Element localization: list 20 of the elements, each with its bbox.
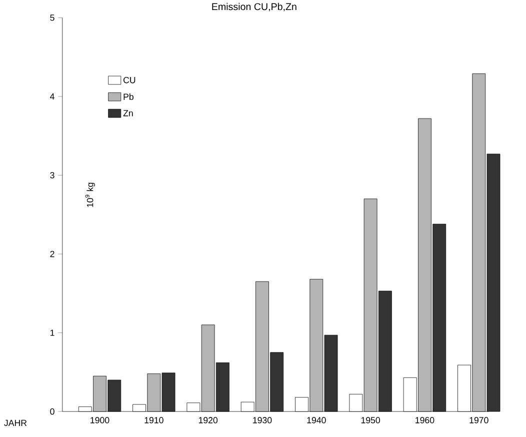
x-axis-title: JAHR [4,420,27,426]
x-tick-label: 1930 [253,417,272,424]
legend-label: CU [123,76,136,84]
chart-title: Emission CU,Pb,Zn [212,2,296,12]
y-tick-label: 1 [50,330,54,336]
x-tick-label: 1910 [144,417,164,424]
y-tick-label: 0 [50,408,54,415]
y-tick-label: 4 [50,93,54,100]
legend-label: Zn [123,110,133,116]
y-tick-label: 2 [50,250,54,258]
x-tick-label: 1920 [198,417,218,424]
x-tick-label: 1970 [470,417,488,424]
y-tick-label: 5 [50,14,54,21]
x-tick-label: 1960 [416,417,434,424]
legend-label: Pb [124,93,134,100]
x-tick-label: 1900 [90,417,110,424]
y-tick-label: 3 [50,172,54,178]
x-tick-label: 1950 [361,417,380,424]
x-tick-label: 1940 [307,417,326,424]
y-axis-title: 10$^{9}$ kg [85,182,95,207]
